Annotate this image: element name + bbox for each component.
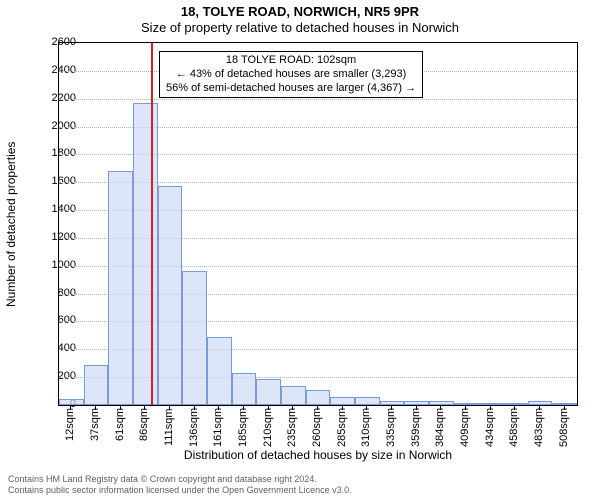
y-tick-label: 1800 [36, 147, 76, 159]
annotation-line3: 56% of semi-detached houses are larger (… [166, 82, 416, 96]
histogram-bar [478, 403, 503, 405]
x-tick [194, 405, 195, 410]
chart-title: 18, TOLYE ROAD, NORWICH, NR5 9PR [0, 0, 600, 19]
y-tick-label: 1600 [36, 175, 76, 187]
x-axis-label: Distribution of detached houses by size … [58, 448, 578, 462]
x-tick-label: 508sqm [558, 408, 570, 448]
x-tick [70, 405, 71, 410]
y-tick-label: 1200 [36, 231, 76, 243]
x-tick-label: 483sqm [533, 408, 545, 448]
annotation-box: 18 TOLYE ROAD: 102sqm ← 43% of detached … [159, 51, 423, 98]
y-tick-label: 800 [36, 287, 76, 299]
histogram-bar [404, 401, 429, 405]
x-tick [514, 405, 515, 410]
x-tick [95, 405, 96, 410]
x-tick-label: 235sqm [286, 408, 298, 448]
marker-line [151, 43, 153, 405]
attribution-line1: Contains HM Land Registry data © Crown c… [8, 474, 352, 485]
x-tick-label: 434sqm [484, 408, 496, 448]
histogram-bar [59, 399, 84, 405]
histogram-bar [306, 390, 331, 405]
histogram-bar [108, 171, 133, 405]
x-tick [218, 405, 219, 410]
y-tick-label: 2400 [36, 64, 76, 76]
histogram-bar [380, 401, 405, 405]
x-tick-label: 384sqm [434, 408, 446, 448]
x-tick-label: 335sqm [385, 408, 397, 448]
x-tick-label: 161sqm [212, 408, 224, 448]
x-tick [564, 405, 565, 410]
x-tick [366, 405, 367, 410]
x-tick [317, 405, 318, 410]
histogram-bar [158, 186, 183, 405]
x-tick-label: 12sqm [64, 408, 76, 448]
x-tick [490, 405, 491, 410]
y-tick-label: 2600 [36, 36, 76, 48]
x-tick-label: 285sqm [336, 408, 348, 448]
histogram-bar [330, 397, 355, 405]
histogram-bar [281, 386, 306, 405]
y-tick-label: 1000 [36, 259, 76, 271]
x-tick [391, 405, 392, 410]
histogram-bar [182, 271, 207, 405]
histogram-bar [256, 379, 281, 405]
x-tick [169, 405, 170, 410]
histogram-bar [232, 373, 257, 405]
gridline [59, 99, 577, 100]
x-tick [539, 405, 540, 410]
x-tick-label: 409sqm [459, 408, 471, 448]
y-tick-label: 2000 [36, 120, 76, 132]
x-tick-label: 37sqm [89, 408, 101, 448]
x-tick [416, 405, 417, 410]
histogram-bar [528, 401, 553, 405]
x-tick-label: 136sqm [188, 408, 200, 448]
y-tick-label: 1400 [36, 203, 76, 215]
annotation-line2: ← 43% of detached houses are smaller (3,… [166, 68, 416, 82]
x-tick [243, 405, 244, 410]
x-tick [268, 405, 269, 410]
x-tick-label: 210sqm [262, 408, 274, 448]
x-tick [342, 405, 343, 410]
histogram-bar [454, 403, 479, 405]
attribution-line2: Contains public sector information licen… [8, 485, 352, 496]
plot-area: 18 TOLYE ROAD: 102sqm ← 43% of detached … [58, 42, 578, 406]
histogram-bar [133, 103, 158, 405]
x-tick-label: 359sqm [410, 408, 422, 448]
x-tick-label: 61sqm [114, 408, 126, 448]
x-tick [292, 405, 293, 410]
annotation-line1: 18 TOLYE ROAD: 102sqm [166, 54, 416, 68]
x-tick-label: 111sqm [163, 408, 175, 448]
histogram-bar [355, 397, 380, 405]
y-tick-label: 2200 [36, 92, 76, 104]
histogram-bar [84, 365, 109, 405]
x-tick-label: 260sqm [311, 408, 323, 448]
histogram-bar [429, 401, 454, 405]
x-tick [440, 405, 441, 410]
attribution: Contains HM Land Registry data © Crown c… [8, 474, 352, 496]
x-tick-label: 310sqm [360, 408, 372, 448]
y-tick-label: 400 [36, 342, 76, 354]
chart-container: 18, TOLYE ROAD, NORWICH, NR5 9PR Size of… [0, 0, 600, 500]
x-tick [465, 405, 466, 410]
histogram-bar [503, 403, 528, 405]
histogram-bar [207, 337, 232, 405]
x-tick [144, 405, 145, 410]
y-axis-label: Number of detached properties [4, 42, 18, 406]
x-tick-label: 458sqm [508, 408, 520, 448]
chart-subtitle: Size of property relative to detached ho… [0, 19, 600, 35]
x-tick [120, 405, 121, 410]
histogram-bar [552, 403, 577, 405]
x-tick-label: 185sqm [237, 408, 249, 448]
x-tick-label: 86sqm [138, 408, 150, 448]
y-tick-label: 200 [36, 370, 76, 382]
y-tick-label: 600 [36, 314, 76, 326]
